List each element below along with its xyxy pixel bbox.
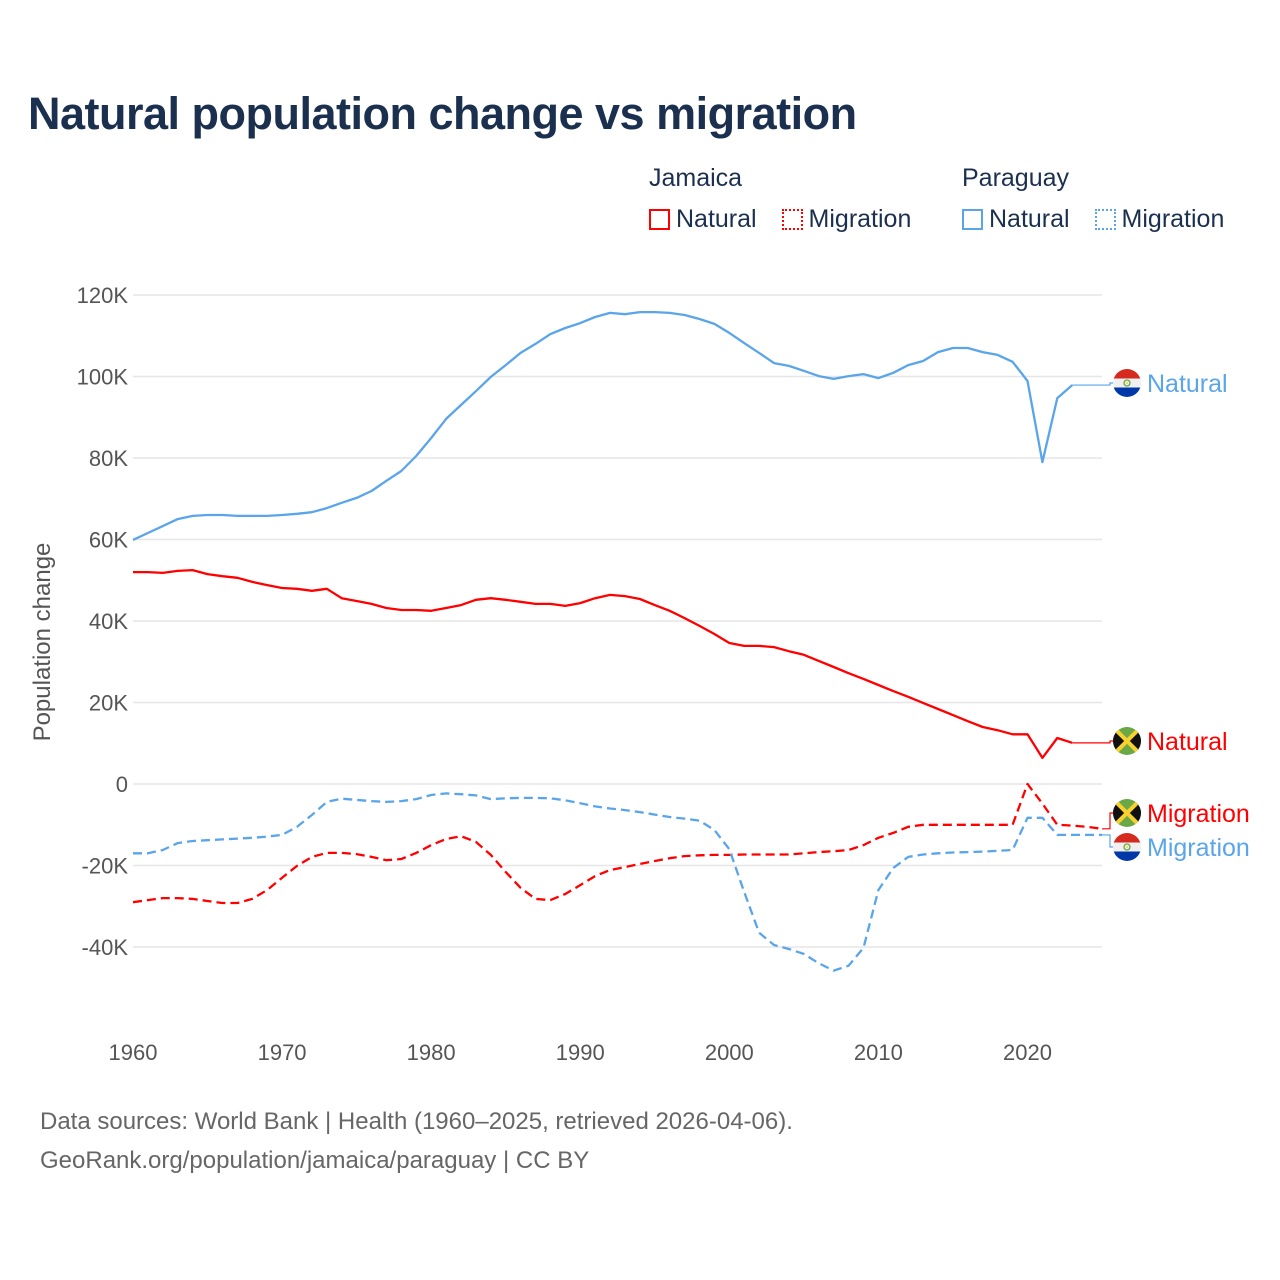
dotted-swatch-icon <box>1094 209 1116 230</box>
paraguay-flag-icon <box>1113 369 1141 397</box>
y-tick-label: 120K <box>77 283 129 308</box>
legend-label: Natural <box>676 205 757 233</box>
series-line-paraguay-natural <box>132 310 1073 541</box>
paraguay-flag-icon <box>1113 833 1141 861</box>
y-tick-label: 100K <box>77 365 129 390</box>
y-tick-label: 0 <box>116 772 128 797</box>
y-tick-label: -20K <box>82 854 129 879</box>
legend-item-paraguay-migration[interactable]: Migration <box>1094 205 1225 234</box>
x-tick-label: 1990 <box>556 1040 605 1065</box>
jamaica-flag-icon <box>1113 799 1141 827</box>
legend-item-jamaica-natural[interactable]: Natural <box>649 205 757 234</box>
x-tick-label: 1980 <box>407 1040 456 1065</box>
series-end-label: Natural <box>1147 728 1228 756</box>
legend-group-name: Paraguay <box>962 164 1070 192</box>
label-connector <box>1072 382 1118 386</box>
series-line-jamaica-natural <box>133 568 1073 760</box>
series-end-label: Migration <box>1147 834 1250 862</box>
legend-jamaica: Jamaica Natural Migration <box>649 164 929 237</box>
series-end-label: Migration <box>1147 800 1250 828</box>
solid-swatch-icon <box>649 209 670 230</box>
series-line-paraguay-migration <box>133 792 1102 972</box>
y-tick-label: 20K <box>89 691 128 716</box>
x-tick-label: 1960 <box>109 1040 158 1065</box>
x-tick-label: 1970 <box>258 1040 307 1065</box>
legend-label: Migration <box>1121 205 1225 233</box>
y-tick-label: -40K <box>82 935 129 960</box>
footer-attribution[interactable]: GeoRank.org/population/jamaica/paraguay … <box>40 1147 590 1174</box>
legend-group-name: Jamaica <box>649 164 743 192</box>
x-tick-label: 2000 <box>705 1040 754 1065</box>
legend-label: Natural <box>989 205 1070 233</box>
legend-label: Migration <box>808 205 912 233</box>
x-tick-label: 2010 <box>854 1040 903 1065</box>
dotted-swatch-icon <box>781 209 803 230</box>
legend-item-jamaica-migration[interactable]: Migration <box>781 205 912 234</box>
y-tick-label: 60K <box>89 528 128 553</box>
x-tick-label: 2020 <box>1003 1040 1052 1065</box>
solid-swatch-icon <box>962 209 983 230</box>
y-axis-title: Population change <box>29 543 56 742</box>
footer-sources: Data sources: World Bank | Health (1960–… <box>40 1108 793 1135</box>
jamaica-flag-icon <box>1113 727 1141 755</box>
series-end-label: Natural <box>1147 370 1228 398</box>
series-line-jamaica-migration <box>132 782 1103 905</box>
y-tick-label: 40K <box>89 609 128 634</box>
chart-title: Natural population change vs migration <box>28 88 857 139</box>
legend-item-paraguay-natural[interactable]: Natural <box>962 205 1070 234</box>
legend-paraguay: Paraguay Natural Migration <box>962 164 1224 237</box>
y-tick-label: 80K <box>89 446 128 471</box>
label-connector <box>1072 740 1118 744</box>
